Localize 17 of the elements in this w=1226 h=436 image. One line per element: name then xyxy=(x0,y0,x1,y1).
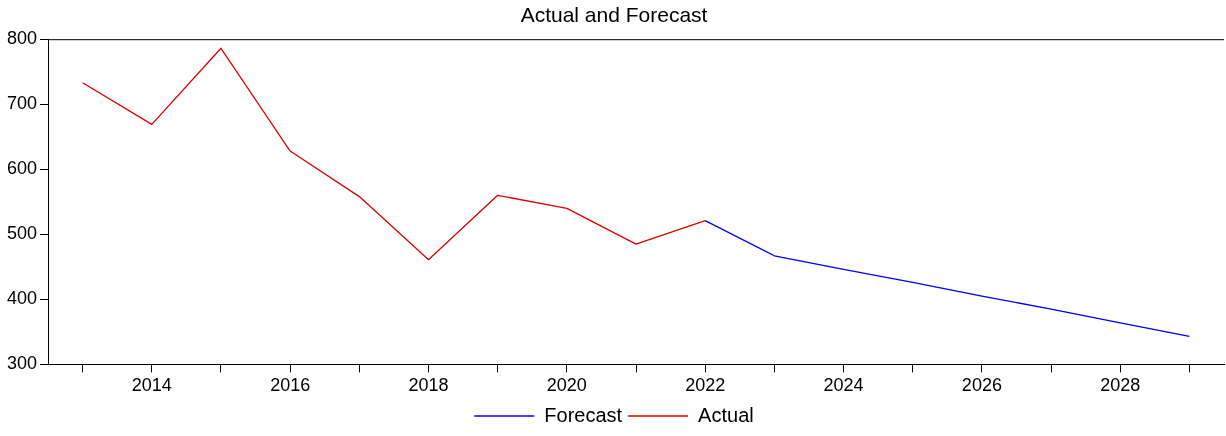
y-tick-label: 600 xyxy=(6,158,38,179)
legend-label: Actual xyxy=(698,403,754,426)
x-tick-label: 2024 xyxy=(823,375,864,396)
x-tick-label: 2014 xyxy=(131,375,172,396)
y-tick-label: 800 xyxy=(6,28,38,49)
y-tick-label: 400 xyxy=(6,288,38,309)
y-tick-label: 700 xyxy=(6,93,38,114)
y-tick-label: 500 xyxy=(6,223,38,244)
x-tick-label: 2022 xyxy=(685,375,726,396)
x-tick-label: 2020 xyxy=(546,375,587,396)
legend-label: Forecast xyxy=(544,403,623,426)
y-tick-label: 300 xyxy=(6,353,38,374)
x-tick-label: 2028 xyxy=(1100,375,1141,396)
x-tick-label: 2026 xyxy=(961,375,1002,396)
x-tick-label: 2018 xyxy=(408,375,449,396)
chart-title: Actual and Forecast xyxy=(520,3,708,27)
x-tick-label: 2016 xyxy=(270,375,311,396)
